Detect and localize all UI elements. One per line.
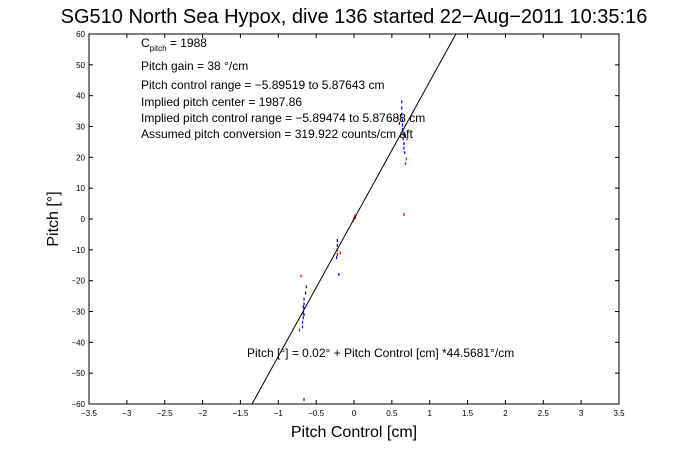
data-point [401,106,403,110]
annotation-implied-range: Implied pitch control range = −5.89474 t… [141,111,425,125]
data-point [336,243,338,247]
data-point [303,302,305,306]
data-point [303,306,305,310]
x-tick-label: 0.5 [386,409,398,418]
data-point [335,256,338,260]
x-axis-ticks: −3.5 −3 −2.5 −2 −1.5 −1 −0.5 0 0.5 1 1.5 2 2.5 3 3.5 [81,34,625,418]
data-point [302,316,304,320]
annotation-c-pitch: Cpitch = 1988 [141,36,207,53]
data-point [301,325,304,329]
y-tick-label: 30 [76,123,85,132]
data-point [304,291,307,295]
fit-line [251,33,457,405]
data-point [404,162,407,165]
y-tick-label: −50 [71,369,85,378]
data-point [303,297,305,301]
y-axis-label: Pitch [°] [45,191,62,246]
data-point [402,132,404,136]
x-tick-label: −2.5 [157,409,173,418]
data-point [402,137,404,141]
y-tick-label: 60 [76,30,85,39]
x-tick-label: 2 [503,409,508,418]
data-point [336,252,338,256]
data-point [400,115,402,119]
data-point [401,112,403,116]
y-tick-label: −30 [71,308,85,317]
y-axis-ticks: 60 50 40 30 20 10 0 −10 −20 −30 −40 −50 −60 [71,30,619,409]
data-point [303,313,305,317]
data-point [404,134,407,138]
annotation-control-range: Pitch control range = −5.89519 to 5.8764… [141,78,385,92]
x-tick-label: 0 [352,409,357,418]
y-tick-label: −40 [71,338,85,347]
x-axis-label: Pitch Control [cm] [291,424,417,441]
annotation-c-pitch-main: C [141,36,150,50]
data-point [403,141,405,145]
data-point [404,151,406,155]
x-tick-label: −3.5 [81,409,97,418]
data-point [302,305,304,309]
data-point [401,118,404,122]
annotation-fit-equation: Pitch [°] = 0.02° + Pitch Control [cm] *… [247,346,514,360]
y-tick-label: 0 [81,215,86,224]
y-tick-label: 40 [76,92,85,101]
data-point [305,285,307,289]
x-tick-label: −0.5 [308,409,324,418]
y-tick-label: −60 [71,400,85,409]
chart-title: SG510 North Sea Hypox, dive 136 started … [61,6,648,28]
data-point [339,251,341,255]
data-point [336,239,338,243]
x-tick-label: 1.5 [462,409,474,418]
annotation-c-pitch-subscript: pitch [150,44,167,53]
data-point [398,121,401,125]
y-tick-label: 20 [76,153,85,162]
x-tick-label: 2.5 [538,409,550,418]
y-tick-label: 50 [76,61,85,70]
data-point [354,215,357,219]
data-point [401,123,404,127]
x-tick-label: 1 [427,409,432,418]
data-point [338,273,340,276]
annotation-assumed-conversion: Assumed pitch conversion = 319.922 count… [141,127,413,141]
data-point [401,128,404,132]
data-point [354,214,356,218]
y-tick-label: −20 [71,277,85,286]
data-point [301,320,304,324]
data-point [397,115,399,119]
x-tick-label: −3 [122,409,132,418]
annotation-c-pitch-value: = 1988 [167,36,208,50]
y-tick-label: 10 [76,184,85,193]
data-point [403,146,405,150]
scatter-points [298,100,408,401]
x-tick-label: −1.5 [233,409,249,418]
data-point [302,311,304,315]
x-tick-label: −1 [274,409,284,418]
data-point [406,137,408,141]
data-point [403,212,405,216]
x-tick-label: 3.5 [613,409,625,418]
x-tick-label: −2 [198,409,208,418]
annotation-pitch-gain: Pitch gain = 38 °/cm [141,59,248,73]
data-point [405,157,407,161]
data-point [300,274,302,278]
data-point [401,100,403,104]
annotation-implied-center: Implied pitch center = 1987.86 [141,95,302,109]
y-tick-label: −10 [71,246,85,255]
data-point [303,397,305,401]
x-tick-label: 3 [579,409,584,418]
data-point [298,328,301,332]
